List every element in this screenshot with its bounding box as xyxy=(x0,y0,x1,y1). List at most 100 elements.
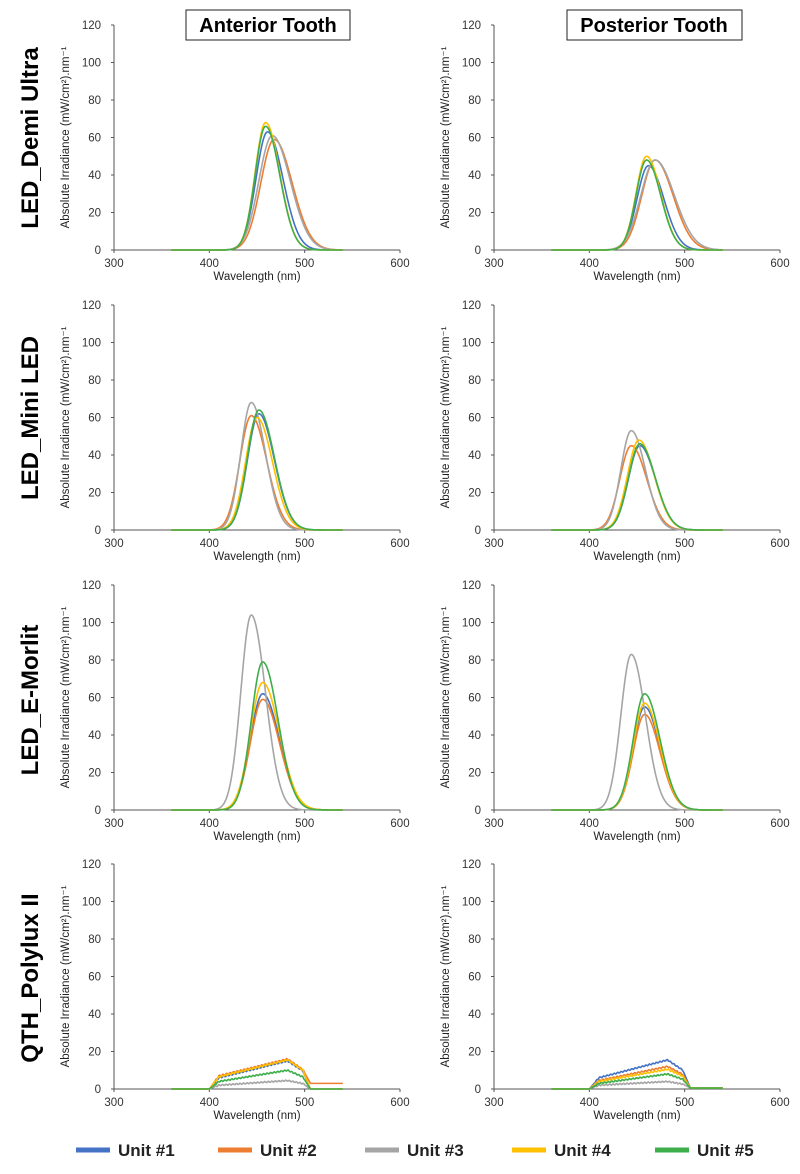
legend: Unit #1 Unit #2 Unit #3 Unit #4 Unit #5 xyxy=(76,1141,754,1160)
y-tick-label: 0 xyxy=(475,805,481,817)
x-tick-label: 300 xyxy=(104,818,123,830)
y-tick-label: 120 xyxy=(462,300,481,312)
x-tick-label: 300 xyxy=(484,258,503,270)
x-tick-label: 500 xyxy=(295,818,314,830)
x-tick-label: 400 xyxy=(580,1097,599,1109)
series-line-unit-3 xyxy=(171,134,343,251)
y-tick-label: 40 xyxy=(88,170,101,182)
y-tick-label: 120 xyxy=(82,859,101,871)
y-tick-label: 0 xyxy=(95,525,101,537)
column-title-posterior: Posterior Tooth xyxy=(566,9,743,41)
legend-item-unit-5: Unit #5 xyxy=(655,1141,754,1160)
x-tick-label: 400 xyxy=(200,258,219,270)
series-line-unit-5 xyxy=(171,1069,343,1090)
y-tick-label: 60 xyxy=(468,133,481,145)
y-tick-label: 40 xyxy=(88,450,101,462)
y-tick-label: 120 xyxy=(462,580,481,592)
x-tick-label: 500 xyxy=(295,538,314,550)
x-tick-label: 600 xyxy=(770,1097,789,1109)
x-tick-label: 600 xyxy=(390,258,409,270)
x-tick-label: 300 xyxy=(484,818,503,830)
y-tick-label: 60 xyxy=(88,972,101,984)
y-tick-label: 100 xyxy=(82,58,101,70)
panel-led-e-morlit-anterior-tooth: 0 20 40 60 80 100 120 300 400 500 600 Wavelength (n… xyxy=(60,580,410,843)
y-axis-label: Absolute Irradiance (mW/cm²).nm⁻¹ xyxy=(440,885,452,1067)
series-line-unit-5 xyxy=(551,442,723,531)
y-tick-label: 20 xyxy=(88,488,101,500)
legend-item-unit-1: Unit #1 xyxy=(76,1141,175,1160)
y-tick-label: 80 xyxy=(88,934,101,946)
x-tick-label: 600 xyxy=(390,818,409,830)
y-axis-label: Absolute Irradiance (mW/cm²).nm⁻¹ xyxy=(60,885,72,1067)
series-line-unit-5 xyxy=(551,692,723,811)
y-tick-label: 120 xyxy=(82,580,101,592)
x-tick-label: 500 xyxy=(675,538,694,550)
x-tick-label: 500 xyxy=(675,818,694,830)
y-tick-label: 120 xyxy=(82,300,101,312)
y-axis-label: Absolute Irradiance (mW/cm²).nm⁻¹ xyxy=(440,46,452,228)
row-label-polylux: QTH_Polylux II xyxy=(17,893,44,1062)
y-tick-label: 100 xyxy=(82,897,101,909)
y-tick-label: 100 xyxy=(462,58,481,70)
x-tick-label: 400 xyxy=(580,258,599,270)
series-line-unit-2 xyxy=(551,444,723,531)
y-tick-label: 80 xyxy=(88,375,101,387)
x-tick-label: 300 xyxy=(484,1097,503,1109)
y-tick-label: 0 xyxy=(475,525,481,537)
series-line-unit-2 xyxy=(551,159,723,251)
y-axis-label: Absolute Irradiance (mW/cm²).nm⁻¹ xyxy=(440,326,452,508)
x-tick-label: 300 xyxy=(104,258,123,270)
y-tick-label: 20 xyxy=(468,208,481,220)
y-tick-label: 20 xyxy=(88,1047,101,1059)
panel-qth-polylux-ii-anterior-tooth: 0 20 40 60 80 100 120 300 400 500 600 Wavelength (n… xyxy=(60,859,410,1122)
y-tick-label: 60 xyxy=(468,413,481,425)
x-tick-label: 600 xyxy=(390,1097,409,1109)
series-line-unit-3 xyxy=(171,1079,343,1090)
series-line-unit-2 xyxy=(171,1057,343,1090)
row-label-demi-ultra: LED_Demi Ultra xyxy=(17,47,44,229)
y-tick-label: 80 xyxy=(468,934,481,946)
y-tick-label: 40 xyxy=(88,730,101,742)
x-axis-label: Wavelength (nm) xyxy=(593,271,680,283)
y-tick-label: 20 xyxy=(88,768,101,780)
row-label-mini-led: LED_Mini LED xyxy=(17,336,44,500)
x-tick-label: 600 xyxy=(770,538,789,550)
y-tick-label: 60 xyxy=(468,693,481,705)
legend-label-unit-4: Unit #4 xyxy=(554,1141,611,1160)
x-tick-label: 600 xyxy=(770,258,789,270)
y-tick-label: 0 xyxy=(95,245,101,257)
x-tick-label: 400 xyxy=(200,1097,219,1109)
series-line-unit-5 xyxy=(551,1072,723,1090)
x-axis-label: Wavelength (nm) xyxy=(213,1110,300,1122)
x-axis-label: Wavelength (nm) xyxy=(593,1110,680,1122)
legend-item-unit-4: Unit #4 xyxy=(512,1141,611,1160)
y-tick-label: 100 xyxy=(82,338,101,350)
x-tick-label: 500 xyxy=(295,1097,314,1109)
series-line-unit-4 xyxy=(171,121,343,251)
y-tick-label: 100 xyxy=(462,338,481,350)
x-tick-label: 300 xyxy=(484,538,503,550)
x-axis-label: Wavelength (nm) xyxy=(213,551,300,563)
x-axis-label: Wavelength (nm) xyxy=(213,831,300,843)
x-tick-label: 400 xyxy=(580,538,599,550)
panel-led-mini-led-posterior-tooth: 0 20 40 60 80 100 120 300 400 500 600 Wavelength (n… xyxy=(440,300,790,563)
series-line-unit-3 xyxy=(551,159,723,251)
y-tick-label: 40 xyxy=(468,1009,481,1021)
y-tick-label: 40 xyxy=(468,450,481,462)
series-line-unit-5 xyxy=(171,125,343,251)
x-axis-label: Wavelength (nm) xyxy=(213,271,300,283)
y-tick-label: 120 xyxy=(462,20,481,32)
series-line-unit-4 xyxy=(551,155,723,251)
legend-label-unit-5: Unit #5 xyxy=(697,1141,754,1160)
y-axis-label: Absolute Irradiance (mW/cm²).nm⁻¹ xyxy=(60,46,72,228)
x-tick-label: 600 xyxy=(390,538,409,550)
y-tick-label: 120 xyxy=(462,859,481,871)
x-axis-label: Wavelength (nm) xyxy=(593,831,680,843)
series-line-unit-5 xyxy=(551,159,723,251)
series-line-unit-4 xyxy=(171,681,343,811)
y-tick-label: 20 xyxy=(88,208,101,220)
series-line-unit-4 xyxy=(171,416,343,531)
panel-led-e-morlit-posterior-tooth: 0 20 40 60 80 100 120 300 400 500 600 Wavelength (n… xyxy=(440,580,790,843)
